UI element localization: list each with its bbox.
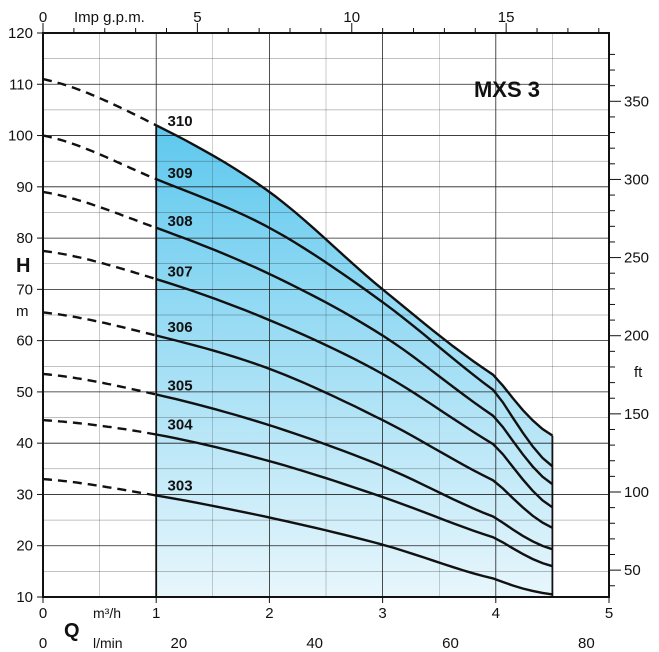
xtop-tick-label: 0 bbox=[39, 9, 47, 26]
x2-tick-label: 0 bbox=[39, 635, 47, 652]
y-axis-unit: m bbox=[16, 303, 29, 320]
curve-label-304: 304 bbox=[168, 417, 194, 434]
operating-area bbox=[156, 125, 553, 598]
x-tick-label: 5 bbox=[605, 605, 613, 622]
x-tick-label: 3 bbox=[378, 605, 386, 622]
curve-304 bbox=[155, 433, 553, 568]
curves bbox=[42, 77, 554, 597]
curve-310-dashed bbox=[42, 77, 157, 127]
x2-tick-label: 80 bbox=[578, 635, 595, 652]
y-tick-label: 90 bbox=[16, 179, 33, 196]
x-tick-label: 0 bbox=[39, 605, 47, 622]
y-tick-label: 60 bbox=[16, 333, 33, 350]
curve-303-dashed bbox=[42, 477, 157, 497]
curve-label-308: 308 bbox=[168, 213, 193, 230]
y-tick-label: 80 bbox=[16, 230, 33, 247]
plot-frame bbox=[42, 32, 610, 598]
curve-305-dashed bbox=[42, 372, 157, 396]
x2-tick-label: 60 bbox=[442, 635, 459, 652]
y2-tick-label: 300 bbox=[624, 171, 649, 188]
y-tick-label: 120 bbox=[8, 25, 33, 42]
y-tick-label: 30 bbox=[16, 486, 33, 503]
x-tick-label: 4 bbox=[492, 605, 500, 622]
curve-307-dashed bbox=[42, 249, 157, 281]
xtop-tick-label: 15 bbox=[498, 9, 515, 26]
y-tick-label: 20 bbox=[16, 538, 33, 555]
x-tick-label: 2 bbox=[265, 605, 273, 622]
x-axis-unit: m³/h bbox=[93, 605, 121, 621]
x2-tick-label: 40 bbox=[306, 635, 323, 652]
x2-tick-label: 20 bbox=[170, 635, 187, 652]
y2-axis-unit: ft bbox=[634, 364, 643, 381]
xtop-tick-label: 5 bbox=[193, 9, 201, 26]
curve-309-dashed bbox=[42, 134, 157, 181]
curve-label-310: 310 bbox=[168, 113, 193, 130]
curve-label-305: 305 bbox=[168, 377, 193, 394]
ticks: 1020304050607080901001101205010015020025… bbox=[8, 9, 649, 652]
curve-308-dashed bbox=[42, 190, 157, 229]
curve-labels: 303 304 305 306 307 308 309 310 bbox=[168, 113, 194, 495]
curve-309 bbox=[155, 177, 554, 468]
y2-tick-label: 250 bbox=[624, 250, 649, 267]
y-tick-label: 110 bbox=[9, 76, 33, 93]
y2-tick-label: 100 bbox=[624, 484, 649, 501]
x-tick-label: 1 bbox=[152, 605, 160, 622]
curve-305 bbox=[155, 393, 553, 551]
curve-label-309: 309 bbox=[168, 165, 193, 182]
curve-310 bbox=[155, 124, 554, 437]
curve-label-307: 307 bbox=[168, 263, 193, 280]
y-tick-label: 70 bbox=[16, 281, 33, 298]
xtop-tick-label: 10 bbox=[343, 9, 360, 26]
y-axis-label: H bbox=[16, 255, 30, 277]
y2-tick-label: 50 bbox=[624, 562, 641, 579]
top-axis-unit: Imp g.p.m. bbox=[74, 9, 145, 26]
curve-304-dashed bbox=[42, 418, 157, 436]
curve-label-306: 306 bbox=[168, 319, 193, 336]
frame bbox=[42, 32, 610, 598]
curve-308 bbox=[155, 226, 554, 486]
y-tick-label: 40 bbox=[16, 435, 33, 452]
y-tick-label: 100 bbox=[8, 128, 33, 145]
y-tick-label: 10 bbox=[16, 589, 33, 606]
curve-306-dashed bbox=[42, 311, 157, 337]
curve-306 bbox=[155, 334, 553, 529]
y2-tick-label: 150 bbox=[624, 406, 649, 423]
chart-title: MXS 3 bbox=[474, 77, 540, 102]
curve-303 bbox=[155, 494, 553, 596]
curve-307 bbox=[155, 277, 554, 509]
y-tick-label: 50 bbox=[16, 384, 33, 401]
y2-tick-label: 350 bbox=[624, 93, 649, 110]
x-axis-label: Q bbox=[64, 620, 80, 642]
y2-tick-label: 200 bbox=[624, 328, 649, 345]
operating-range-fill bbox=[156, 125, 553, 598]
curve-label-303: 303 bbox=[168, 477, 193, 494]
x2-axis-unit: l/min bbox=[93, 635, 123, 651]
